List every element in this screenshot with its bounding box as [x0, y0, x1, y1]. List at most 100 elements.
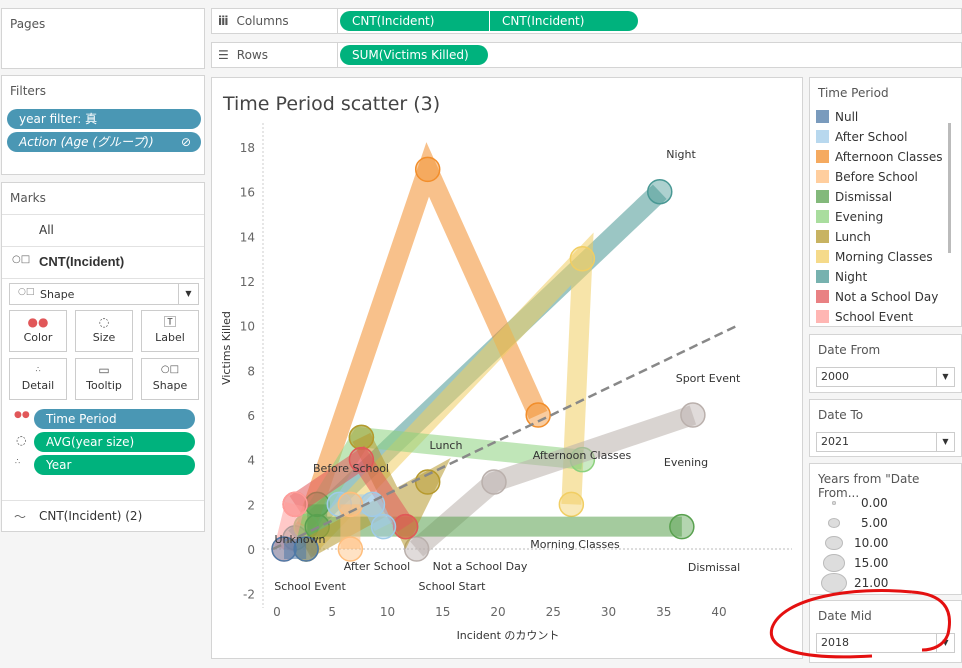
legend-label: Afternoon Classes [835, 150, 943, 164]
legend-swatch [816, 190, 829, 203]
shape-card[interactable]: ○□ Shape [141, 358, 199, 400]
legend-label: Null [835, 110, 859, 124]
size-circle-icon [823, 554, 845, 572]
marks-all[interactable]: All [2, 214, 204, 246]
data-point[interactable] [271, 536, 297, 562]
legend-item[interactable]: Null [816, 108, 858, 128]
pages-panel: Pages [1, 8, 205, 69]
column-pill-1[interactable]: CNT(Incident) [340, 11, 489, 31]
legend-label: Night [835, 270, 868, 284]
series-null [271, 536, 319, 562]
date-to-title: Date To [818, 408, 864, 422]
series-before-school [337, 491, 364, 562]
data-point[interactable] [647, 178, 673, 205]
size-legend-label: 10.00 [854, 536, 889, 550]
y-tick-label: 10 [240, 320, 255, 334]
size-legend-title: Years from "Date From... [818, 472, 920, 500]
data-point[interactable] [337, 536, 364, 562]
mark-label: After School [344, 560, 410, 573]
legend-item[interactable]: Morning Classes [816, 248, 933, 268]
color-card[interactable]: ●● Color [9, 310, 67, 352]
size-legend-item: 0.00 [816, 494, 956, 514]
red-annotation-circle [769, 589, 951, 659]
data-point[interactable] [370, 513, 397, 540]
rows-icon: ☰ [218, 48, 229, 62]
data-point[interactable] [558, 491, 585, 518]
data-point[interactable] [337, 491, 364, 518]
data-point[interactable] [525, 402, 551, 428]
data-point[interactable] [392, 513, 419, 540]
legend-label: Morning Classes [835, 250, 933, 264]
marks-layer-cnt-incident-2[interactable]: 〜 CNT(Incident) (2) [2, 500, 204, 532]
legend-scrollbar[interactable] [948, 123, 951, 253]
pages-title: Pages [10, 17, 46, 31]
data-point[interactable] [348, 424, 375, 451]
series-path [298, 232, 594, 556]
legend-label: School Event [835, 310, 914, 324]
y-tick-label: 2 [247, 498, 255, 512]
legend-swatch [816, 150, 829, 163]
detail-icon: ∴ [15, 457, 21, 466]
legend-item[interactable]: Evening [816, 208, 883, 228]
chart-panel: Time Period scatter (3) -2 0 2 4 6 8 10 12 14 16 18… [211, 77, 803, 659]
mark-label: School Event [274, 580, 346, 593]
data-point[interactable] [669, 513, 695, 540]
scatter-chart[interactable]: Time Period scatter (3) -2 0 2 4 6 8 10 12 14 16 18… [212, 78, 802, 658]
card-label: Detail [21, 379, 55, 392]
filter-year[interactable]: year filter: 真 [7, 109, 201, 129]
legend-swatch [816, 170, 829, 183]
detail-card[interactable]: ∴ Detail [9, 358, 67, 400]
data-point[interactable] [414, 156, 441, 183]
marks-layer-cnt-incident[interactable]: ○□ CNT(Incident) [2, 246, 204, 278]
x-tick-label: 25 [546, 605, 561, 619]
legend-item[interactable]: School Event [816, 308, 913, 328]
label-card[interactable]: 🅃 Label [141, 310, 199, 352]
data-point[interactable] [293, 536, 319, 562]
mark-label: School Start [419, 580, 487, 593]
field-time-period[interactable]: Time Period [34, 409, 195, 429]
data-point[interactable] [348, 446, 375, 473]
data-point[interactable] [403, 536, 430, 562]
x-tick-label: 20 [490, 605, 505, 619]
legend-item[interactable]: Dismissal [816, 188, 892, 208]
data-point[interactable] [414, 469, 441, 495]
card-label: Tooltip [86, 379, 122, 392]
date-to-select[interactable]: 2021 ▼ [816, 432, 955, 452]
row-pill-1[interactable]: SUM(Victims Killed) [340, 45, 488, 65]
x-tick-label: 5 [328, 605, 336, 619]
tooltip-card[interactable]: ▭ Tooltip [75, 358, 133, 400]
mark-label: Afternoon Classes [533, 449, 632, 462]
date-from-select[interactable]: 2000 ▼ [816, 367, 955, 387]
field-avg-year-size[interactable]: AVG(year size) [34, 432, 195, 452]
data-point[interactable] [282, 491, 308, 518]
legend-swatch [816, 130, 829, 143]
filters-title: Filters [10, 84, 46, 98]
size-circle-icon [832, 501, 836, 505]
filter-action-age[interactable]: Action (Age (グループ)) ⊘ [7, 132, 201, 152]
size-card[interactable]: ◌ Size [75, 310, 133, 352]
data-point[interactable] [680, 402, 706, 428]
detail-icon: ∴ [35, 365, 41, 374]
label-icon: 🅃 [163, 315, 176, 329]
data-point[interactable] [481, 469, 507, 495]
size-legend-item: 21.00 [816, 572, 956, 594]
field-year[interactable]: Year [34, 455, 195, 475]
y-tick-label: 6 [247, 409, 255, 423]
date-mid-select[interactable]: 2018 ▼ [816, 633, 955, 653]
legend-swatch [816, 290, 829, 303]
mark-type-select[interactable]: ○□ Shape ▼ [9, 283, 199, 305]
legend-item[interactable]: After School [816, 128, 907, 148]
mark-label: Sport Event [676, 372, 741, 385]
size-icon: ◌ [16, 433, 27, 447]
date-from-panel: Date From 2000 ▼ [809, 334, 962, 393]
divider [337, 43, 338, 67]
legend-item[interactable]: Before School [816, 168, 918, 188]
legend-item[interactable]: Lunch [816, 228, 871, 248]
size-circle-icon [825, 535, 843, 551]
legend-item[interactable]: Afternoon Classes [816, 148, 943, 168]
legend-item[interactable]: Night [816, 268, 867, 288]
data-point[interactable] [569, 245, 596, 272]
link-icon: ⊘ [180, 135, 191, 149]
column-pill-2[interactable]: CNT(Incident) [490, 11, 638, 31]
legend-item[interactable]: Not a School Day [816, 288, 938, 308]
